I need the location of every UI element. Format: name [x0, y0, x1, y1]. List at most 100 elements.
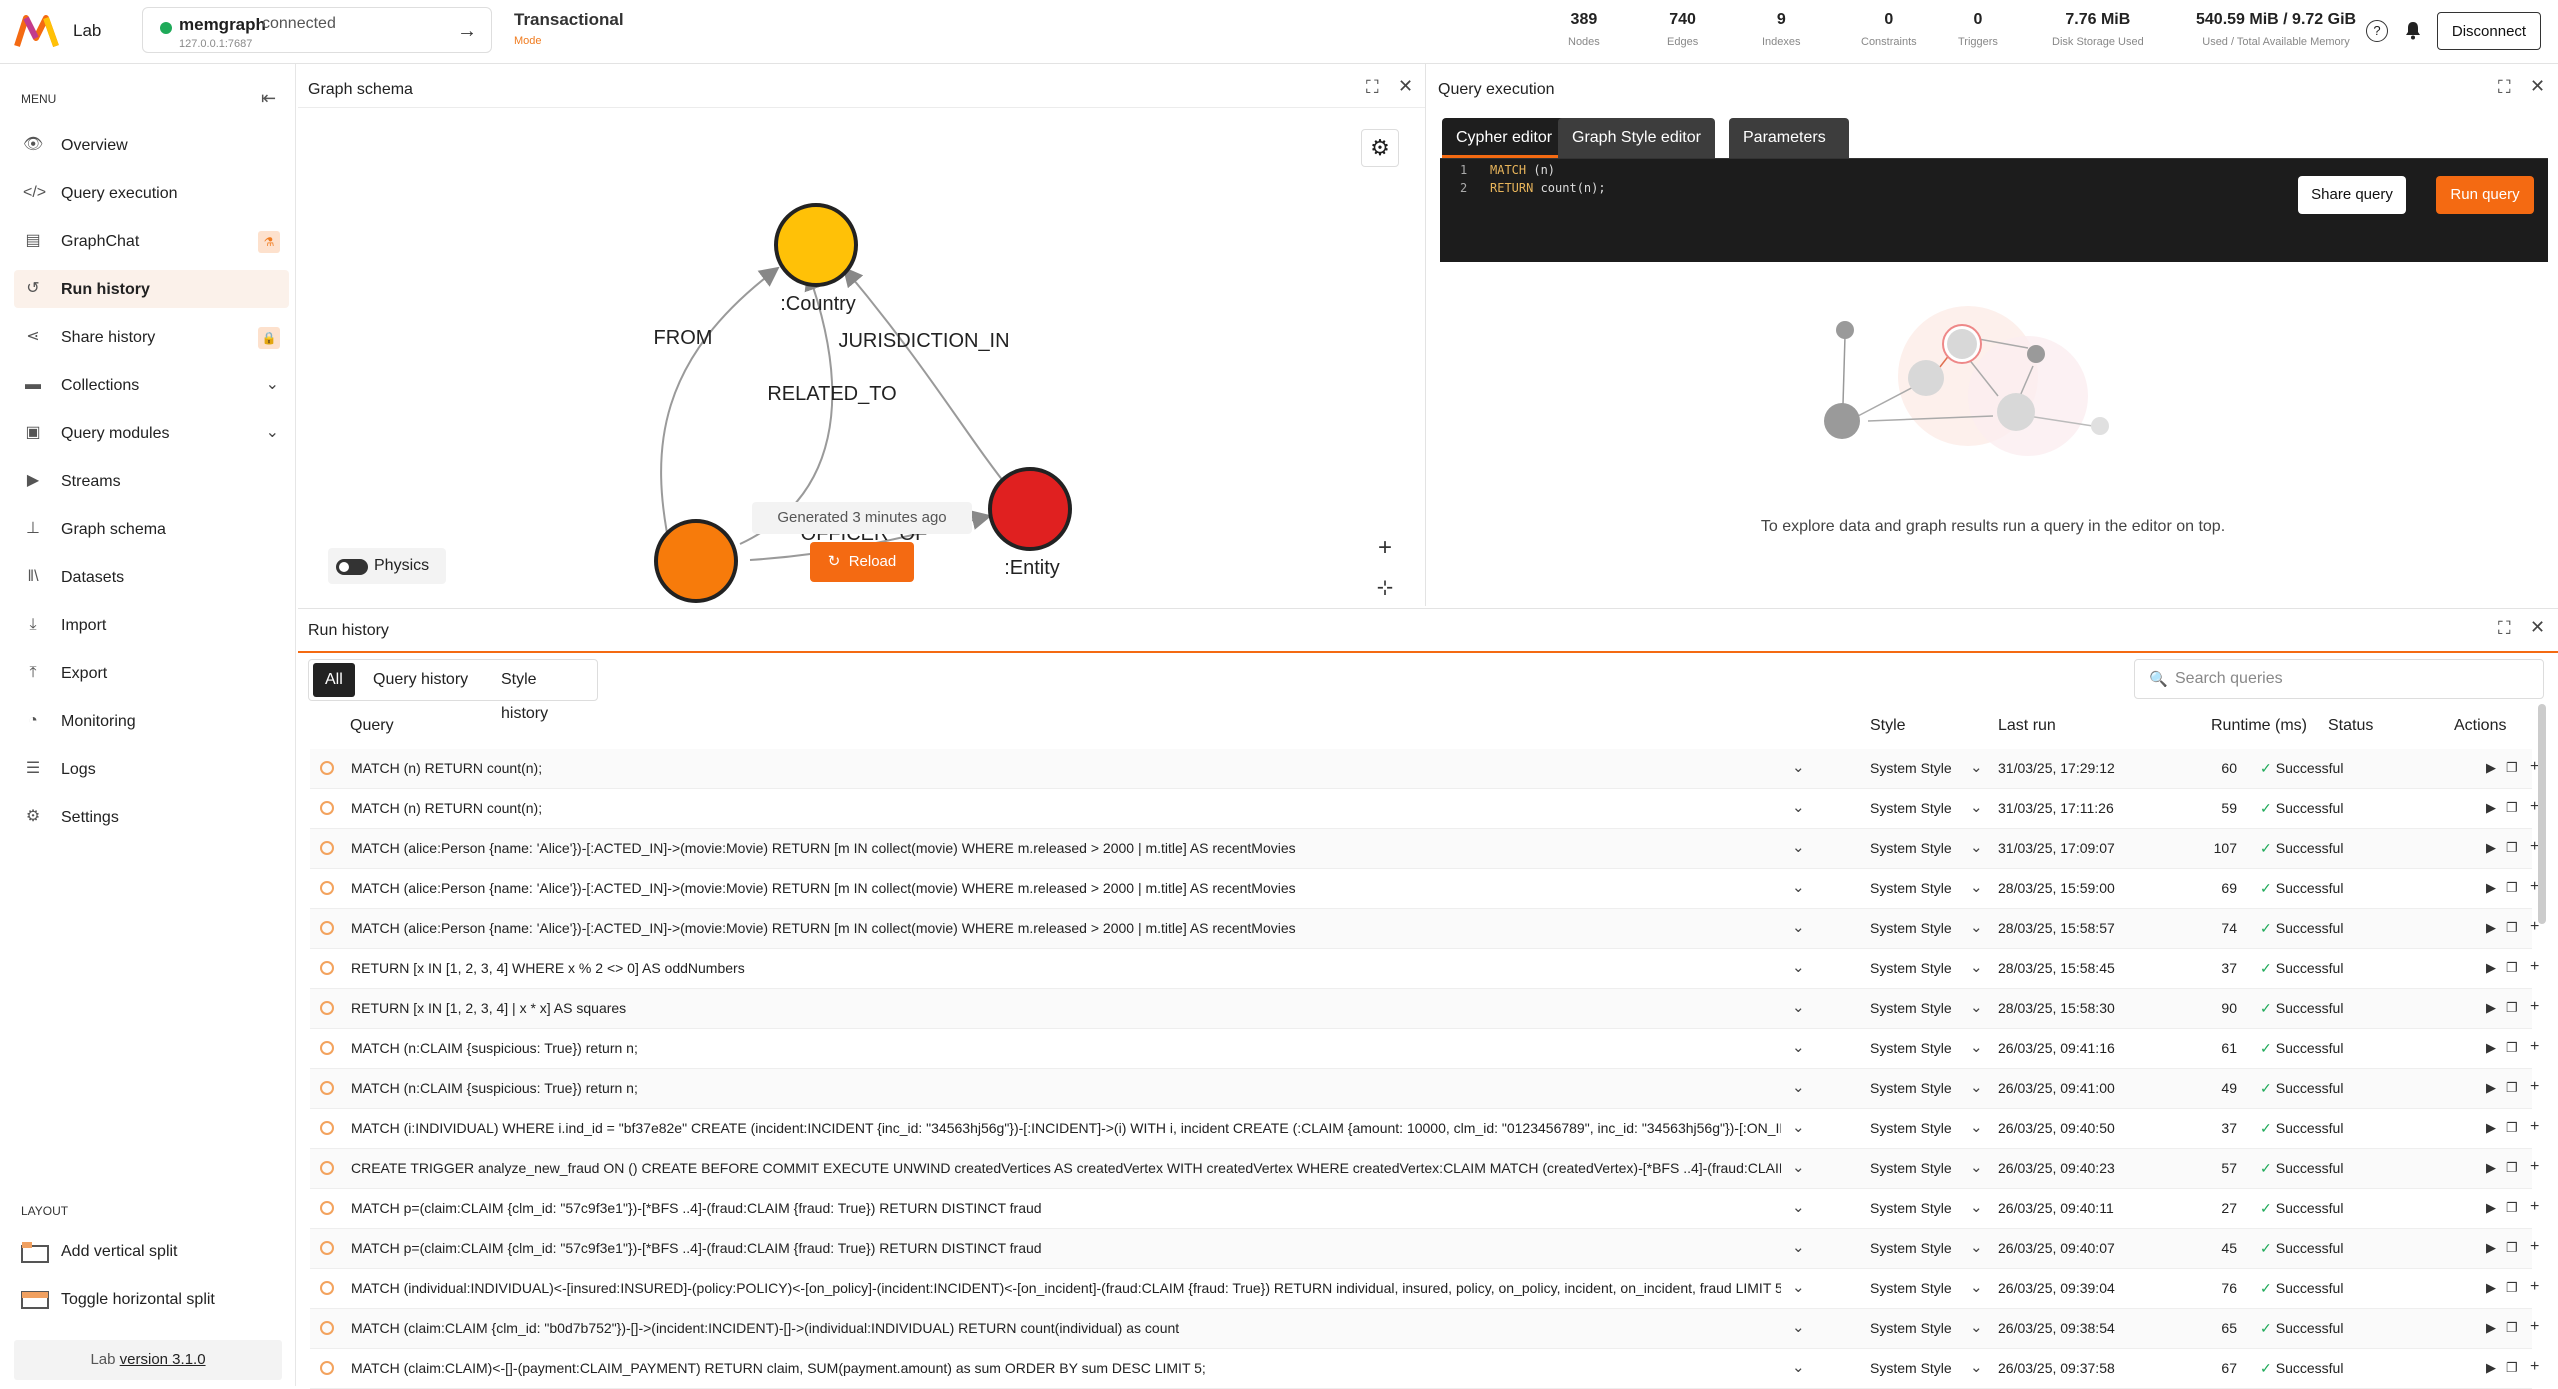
disconnect-button[interactable]: Disconnect — [2437, 12, 2541, 50]
close-icon[interactable]: ✕ — [1398, 76, 1414, 96]
run-icon[interactable]: ▶ — [2486, 1080, 2496, 1095]
tab-query-history[interactable]: Query history — [373, 671, 469, 688]
add-icon[interactable]: + — [2530, 958, 2540, 975]
sidebar-item-settings[interactable]: ⚙ Settings — [14, 798, 289, 836]
add-icon[interactable]: + — [2530, 1078, 2540, 1095]
copy-icon[interactable]: ❐ — [2506, 760, 2518, 775]
query-text[interactable]: MATCH (alice:Person {name: 'Alice'})-[:A… — [351, 840, 1296, 856]
run-query-button[interactable]: Run query — [2436, 176, 2534, 214]
table-row[interactable]: MATCH (individual:INDIVIDUAL)<-[insured:… — [310, 1269, 2539, 1309]
close-icon[interactable]: ✕ — [2530, 76, 2546, 96]
search-box[interactable]: 🔍 — [2134, 659, 2544, 699]
query-text[interactable]: MATCH p=(claim:CLAIM {clm_id: "57c9f3e1"… — [351, 1240, 1042, 1256]
copy-icon[interactable]: ❐ — [2506, 1120, 2518, 1135]
tab-all[interactable]: All — [313, 663, 355, 697]
run-icon[interactable]: ▶ — [2486, 920, 2496, 935]
table-row[interactable]: MATCH (alice:Person {name: 'Alice'})-[:A… — [310, 829, 2539, 869]
code-line[interactable]: MATCH (n) — [1490, 163, 1555, 177]
chevron-down-icon[interactable]: ⌄ — [1792, 1279, 1805, 1296]
query-text[interactable]: MATCH p=(claim:CLAIM {clm_id: "57c9f3e1"… — [351, 1200, 1042, 1216]
add-icon[interactable]: + — [2530, 838, 2540, 855]
add-icon[interactable]: + — [2530, 1238, 2540, 1255]
sidebar-item-datasets[interactable]: ‖\ Datasets — [14, 558, 289, 596]
style-dropdown-icon[interactable]: ⌄ — [1970, 759, 1983, 776]
style-dropdown-icon[interactable]: ⌄ — [1970, 1199, 1983, 1216]
add-icon[interactable]: + — [2530, 918, 2540, 935]
run-icon[interactable]: ▶ — [2486, 1040, 2496, 1055]
sidebar-item-collections[interactable]: ▬ Collections ⌄ — [14, 366, 289, 404]
add-icon[interactable]: + — [2530, 1158, 2540, 1175]
run-icon[interactable]: ▶ — [2486, 960, 2496, 975]
sidebar-item-monitoring[interactable]: ◔ Monitoring — [14, 702, 289, 740]
query-text[interactable]: MATCH (n:CLAIM {suspicious: True}) retur… — [351, 1080, 638, 1096]
run-icon[interactable]: ▶ — [2486, 760, 2496, 775]
scrollbar[interactable] — [2538, 704, 2546, 924]
sidebar-item-import[interactable]: ⤓ Import — [14, 606, 289, 644]
run-icon[interactable]: ▶ — [2486, 880, 2496, 895]
share-query-button[interactable]: Share query — [2298, 176, 2406, 214]
close-icon[interactable]: ✕ — [2530, 617, 2546, 637]
run-icon[interactable]: ▶ — [2486, 800, 2496, 815]
copy-icon[interactable]: ❐ — [2506, 960, 2518, 975]
style-dropdown-icon[interactable]: ⌄ — [1970, 1119, 1983, 1136]
table-row[interactable]: MATCH (n) RETURN count(n); ⌄ System Style ⌄… — [310, 749, 2539, 789]
query-text[interactable]: MATCH (n) RETURN count(n); — [351, 760, 543, 776]
version-link[interactable]: version 3.1.0 — [119, 1351, 206, 1368]
query-text[interactable]: MATCH (claim:CLAIM)<-[]-(payment:CLAIM_P… — [351, 1360, 1206, 1376]
toggle-switch[interactable] — [336, 559, 368, 575]
add-icon[interactable]: + — [2530, 758, 2540, 775]
search-input[interactable] — [2175, 668, 2525, 690]
fit-view-button[interactable]: ⊹ — [1376, 577, 1394, 599]
copy-icon[interactable]: ❐ — [2506, 1360, 2518, 1375]
physics-toggle[interactable]: Physics — [328, 548, 446, 584]
maximize-icon[interactable]: ⛶ — [1366, 77, 1379, 97]
copy-icon[interactable]: ❐ — [2506, 800, 2518, 815]
chevron-down-icon[interactable]: ⌄ — [1792, 839, 1805, 856]
table-row[interactable]: MATCH (i:INDIVIDUAL) WHERE i.ind_id = "b… — [310, 1109, 2539, 1149]
query-text[interactable]: CREATE TRIGGER analyze_new_fraud ON () C… — [351, 1160, 1781, 1176]
zoom-in-button[interactable]: + — [1377, 534, 1392, 561]
sidebar-item-logs[interactable]: ☰ Logs — [14, 750, 289, 788]
table-row[interactable]: MATCH p=(claim:CLAIM {clm_id: "57c9f3e1"… — [310, 1189, 2539, 1229]
bell-icon[interactable] — [2402, 20, 2424, 42]
style-dropdown-icon[interactable]: ⌄ — [1970, 1159, 1983, 1176]
copy-icon[interactable]: ❐ — [2506, 1000, 2518, 1015]
sidebar-item-query-execution[interactable]: </> Query execution — [14, 174, 289, 212]
chevron-down-icon[interactable]: ⌄ — [1792, 1239, 1805, 1256]
table-row[interactable]: MATCH (claim:CLAIM {clm_id: "b0d7b752"})… — [310, 1309, 2539, 1349]
reload-button[interactable]: ↻ Reload — [810, 542, 914, 582]
style-dropdown-icon[interactable]: ⌄ — [1970, 879, 1983, 896]
tab-parameters[interactable]: Parameters — [1729, 118, 1849, 158]
chevron-down-icon[interactable]: ⌄ — [1792, 1039, 1805, 1056]
query-text[interactable]: RETURN [x IN [1, 2, 3, 4] | x * x] AS sq… — [351, 1000, 627, 1016]
add-icon[interactable]: + — [2530, 798, 2540, 815]
table-row[interactable]: RETURN [x IN [1, 2, 3, 4] | x * x] AS sq… — [310, 989, 2539, 1029]
style-dropdown-icon[interactable]: ⌄ — [1970, 1039, 1983, 1056]
style-dropdown-icon[interactable]: ⌄ — [1970, 839, 1983, 856]
column-header-last-run[interactable]: Last run — [1998, 717, 2056, 734]
query-text[interactable]: MATCH (n:CLAIM {suspicious: True}) retur… — [351, 1040, 638, 1056]
query-text[interactable]: MATCH (alice:Person {name: 'Alice'})-[:A… — [351, 920, 1296, 936]
query-text[interactable]: MATCH (claim:CLAIM {clm_id: "b0d7b752"})… — [351, 1320, 1180, 1336]
add-icon[interactable]: + — [2530, 1118, 2540, 1135]
connection-selector[interactable]: memgraph connected 127.0.0.1:7687 → — [142, 7, 492, 53]
schema-settings-button[interactable]: ⚙ — [1361, 129, 1399, 167]
query-text[interactable]: MATCH (individual:INDIVIDUAL)<-[insured:… — [351, 1280, 1781, 1296]
add-icon[interactable]: + — [2530, 1038, 2540, 1055]
copy-icon[interactable]: ❐ — [2506, 840, 2518, 855]
add-icon[interactable]: + — [2530, 1358, 2540, 1375]
chevron-down-icon[interactable]: ⌄ — [1792, 1199, 1805, 1216]
help-icon[interactable]: ? — [2366, 20, 2388, 42]
add-icon[interactable]: + — [2530, 1198, 2540, 1215]
style-dropdown-icon[interactable]: ⌄ — [1970, 1359, 1983, 1376]
column-header-query[interactable]: Query — [350, 717, 394, 734]
table-row[interactable]: MATCH p=(claim:CLAIM {clm_id: "57c9f3e1"… — [310, 1229, 2539, 1269]
chevron-down-icon[interactable]: ⌄ — [1792, 799, 1805, 816]
chevron-down-icon[interactable]: ⌄ — [1792, 1119, 1805, 1136]
sidebar-item-graph-schema[interactable]: ⊥ Graph schema — [14, 510, 289, 548]
table-row[interactable]: MATCH (alice:Person {name: 'Alice'})-[:A… — [310, 909, 2539, 949]
style-dropdown-icon[interactable]: ⌄ — [1970, 999, 1983, 1016]
run-icon[interactable]: ▶ — [2486, 1320, 2496, 1335]
chevron-down-icon[interactable]: ⌄ — [1792, 1079, 1805, 1096]
copy-icon[interactable]: ❐ — [2506, 1040, 2518, 1055]
